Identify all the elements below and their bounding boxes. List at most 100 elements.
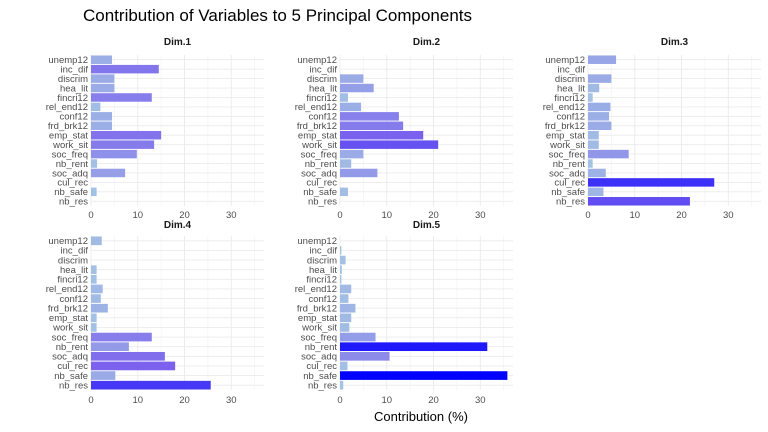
category-label: conf12 (308, 294, 337, 305)
bar (91, 83, 115, 93)
bar (91, 265, 97, 275)
bar (91, 284, 103, 294)
category-label: nb_res (59, 380, 88, 391)
category-label: inc_dif (61, 64, 89, 75)
bar (588, 55, 617, 64)
category-label: rel_end12 (46, 102, 88, 113)
bar (91, 93, 152, 102)
bar (588, 121, 612, 131)
bar (91, 294, 101, 303)
x-tick-label: 30 (723, 210, 734, 221)
bar (91, 187, 97, 197)
x-tick-label: 10 (132, 395, 143, 406)
bar (588, 130, 599, 140)
bar (91, 121, 113, 131)
category-label: soc_adq (301, 168, 337, 179)
category-label: fincri12 (57, 275, 88, 286)
bar (91, 112, 113, 121)
bar (588, 102, 611, 112)
bar (588, 140, 599, 149)
category-label: unemp12 (48, 55, 88, 66)
category-label: emp_stat (49, 131, 88, 142)
bar (91, 274, 97, 284)
bar (588, 159, 593, 168)
bar (91, 332, 152, 342)
bar (91, 323, 97, 332)
bar (588, 187, 604, 197)
category-label: fincri12 (306, 93, 337, 104)
bar (91, 130, 162, 140)
x-tick-label: 0 (337, 395, 342, 406)
bar (91, 149, 137, 159)
category-label: inc_dif (558, 64, 586, 75)
bar (588, 149, 629, 159)
category-label: hea_lit (309, 83, 337, 94)
category-label: unemp12 (48, 236, 88, 247)
bar (91, 159, 98, 168)
bar (340, 187, 348, 197)
category-label: unemp12 (545, 55, 585, 66)
x-tick-label: 10 (381, 210, 392, 221)
bar (340, 294, 349, 303)
bar (91, 140, 155, 149)
category-label: conf12 (59, 112, 88, 123)
panel-dim2: Dim.2 unemp12inc_difdiscrimhea_litfincri1… (295, 37, 513, 221)
category-label: cul_rec (306, 178, 337, 189)
category-label: soc_freq (52, 332, 88, 343)
x-tick-label: 0 (585, 210, 590, 221)
bar (340, 74, 364, 83)
category-label: frd_brk12 (545, 121, 585, 132)
bar (91, 313, 97, 323)
bar (91, 361, 176, 371)
category-label: rel_end12 (46, 284, 88, 295)
bar (91, 342, 129, 352)
bar (340, 102, 362, 112)
bar (340, 351, 390, 361)
bar (588, 168, 606, 178)
bar (340, 303, 356, 313)
x-tick-label: 10 (629, 210, 640, 221)
bar (340, 323, 350, 332)
bar (340, 93, 348, 102)
category-label: discrim (555, 74, 585, 85)
x-tick-label: 0 (88, 395, 93, 406)
category-label: nb_rent (305, 342, 338, 353)
panel-title: Dim.5 (413, 220, 441, 231)
category-label: fincri12 (57, 93, 88, 104)
x-tick-label: 30 (226, 395, 237, 406)
category-label: rel_end12 (295, 284, 337, 295)
category-label: nb_rent (56, 159, 89, 170)
x-tick-label: 10 (132, 210, 143, 221)
category-label: frd_brk12 (297, 303, 337, 314)
category-label: hea_lit (557, 83, 585, 94)
bar (588, 178, 715, 187)
category-label: soc_freq (52, 149, 88, 160)
category-label: soc_freq (301, 332, 337, 343)
category-label: nb_rent (56, 342, 89, 353)
category-label: nb_res (308, 197, 337, 208)
category-label: nb_rent (305, 159, 338, 170)
bar (91, 74, 115, 83)
bar (91, 168, 126, 178)
category-label: conf12 (59, 294, 88, 305)
category-label: soc_adq (549, 168, 585, 179)
bar (91, 380, 211, 390)
bar (91, 55, 113, 64)
category-label: nb_safe (551, 187, 585, 198)
category-label: soc_adq (52, 168, 88, 179)
bar (588, 93, 593, 102)
category-label: hea_lit (60, 83, 88, 94)
bar (588, 197, 690, 206)
category-label: work_sit (52, 323, 88, 334)
x-tick-label: 30 (475, 210, 486, 221)
chart-title: Contribution of Variables to 5 Principal… (83, 6, 472, 25)
category-label: nb_res (59, 197, 88, 208)
panel-dim3: Dim.3 unemp12inc_difdiscrimhea_litfincri1… (543, 37, 761, 221)
category-label: conf12 (308, 112, 337, 123)
bar (340, 149, 364, 159)
x-tick-label: 10 (381, 395, 392, 406)
category-label: nb_safe (54, 187, 88, 198)
category-label: soc_adq (301, 352, 337, 363)
category-label: work_sit (301, 323, 337, 334)
category-label: inc_dif (310, 64, 338, 75)
